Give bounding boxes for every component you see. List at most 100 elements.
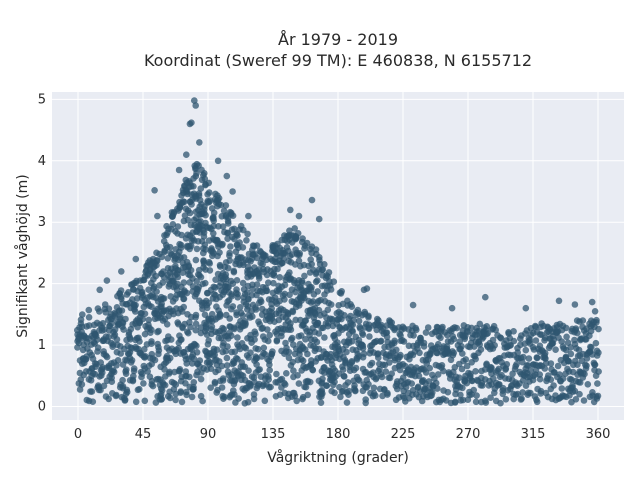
data-point-outlier — [315, 215, 323, 223]
data-point — [321, 261, 328, 268]
data-point — [177, 241, 185, 249]
data-point — [174, 273, 182, 281]
data-point — [226, 315, 233, 322]
data-point — [308, 284, 315, 291]
data-point — [192, 311, 200, 319]
data-point-outlier — [118, 268, 125, 275]
data-point — [202, 279, 209, 287]
data-point — [315, 330, 323, 337]
data-point — [180, 254, 188, 261]
data-point — [285, 348, 293, 356]
data-point — [536, 371, 543, 378]
data-point — [309, 305, 317, 313]
data-point — [180, 279, 188, 286]
data-point — [202, 211, 209, 219]
data-point — [184, 216, 192, 224]
data-point — [458, 365, 466, 373]
data-point — [253, 254, 261, 262]
data-point — [113, 336, 121, 343]
data-point — [439, 323, 446, 331]
data-point — [434, 385, 441, 392]
data-point — [158, 387, 166, 394]
data-point — [218, 384, 226, 391]
data-point — [87, 388, 94, 395]
data-point-outlier — [287, 206, 294, 214]
data-point — [547, 376, 555, 384]
data-point — [365, 314, 372, 321]
data-point — [193, 278, 200, 285]
data-point — [205, 258, 213, 266]
data-point — [432, 379, 440, 387]
data-point — [166, 394, 174, 402]
data-point — [274, 265, 281, 273]
data-point — [335, 370, 343, 378]
data-point — [331, 389, 338, 397]
data-point — [502, 396, 510, 403]
data-point — [186, 209, 194, 217]
data-point — [330, 278, 338, 286]
data-point — [343, 348, 350, 356]
x-tick-label: 360 — [586, 427, 611, 442]
data-point — [244, 398, 252, 406]
data-point — [302, 383, 310, 391]
data-point — [197, 375, 205, 383]
data-point — [592, 339, 600, 347]
data-point — [231, 225, 238, 233]
data-point — [314, 319, 321, 327]
data-point — [283, 370, 290, 377]
data-point — [174, 223, 182, 230]
data-point — [318, 386, 326, 394]
data-point — [167, 336, 175, 343]
data-point — [327, 286, 335, 293]
data-point — [489, 336, 497, 344]
data-point — [183, 391, 190, 399]
data-point — [123, 366, 130, 374]
data-point — [219, 377, 227, 384]
data-point — [251, 328, 258, 336]
data-point — [117, 350, 124, 357]
data-point — [315, 306, 323, 314]
data-point — [576, 379, 584, 386]
data-point — [525, 355, 533, 362]
data-point — [239, 312, 247, 319]
data-point — [172, 381, 180, 388]
data-point — [235, 395, 242, 402]
data-point — [224, 229, 231, 237]
data-point — [132, 301, 139, 309]
data-point — [166, 243, 174, 251]
data-point — [533, 354, 541, 361]
data-point — [594, 392, 602, 400]
data-point — [356, 323, 363, 331]
data-point — [554, 362, 562, 370]
data-point — [382, 368, 390, 375]
data-point — [247, 349, 254, 357]
data-point — [383, 333, 391, 341]
data-point — [290, 367, 297, 375]
data-point — [479, 382, 486, 389]
data-point — [206, 197, 214, 204]
data-point-outlier — [448, 304, 456, 312]
data-point-outlier — [295, 212, 303, 220]
data-point — [397, 351, 404, 359]
data-point — [370, 384, 378, 392]
data-point — [190, 355, 198, 363]
data-point — [178, 231, 185, 239]
data-point — [221, 393, 228, 401]
data-point — [292, 235, 300, 242]
data-point — [183, 289, 191, 297]
data-point — [412, 324, 420, 332]
data-point — [216, 249, 223, 256]
data-point — [187, 266, 195, 274]
x-tick-label: 0 — [74, 427, 82, 442]
data-point — [285, 354, 293, 362]
data-point — [301, 272, 308, 280]
data-point — [365, 380, 372, 388]
data-point — [434, 371, 442, 378]
data-point — [497, 399, 504, 407]
data-point — [114, 357, 122, 364]
data-point — [386, 359, 393, 366]
data-point — [242, 320, 249, 328]
data-point — [334, 339, 341, 346]
data-point — [356, 377, 363, 384]
data-point — [440, 367, 447, 375]
